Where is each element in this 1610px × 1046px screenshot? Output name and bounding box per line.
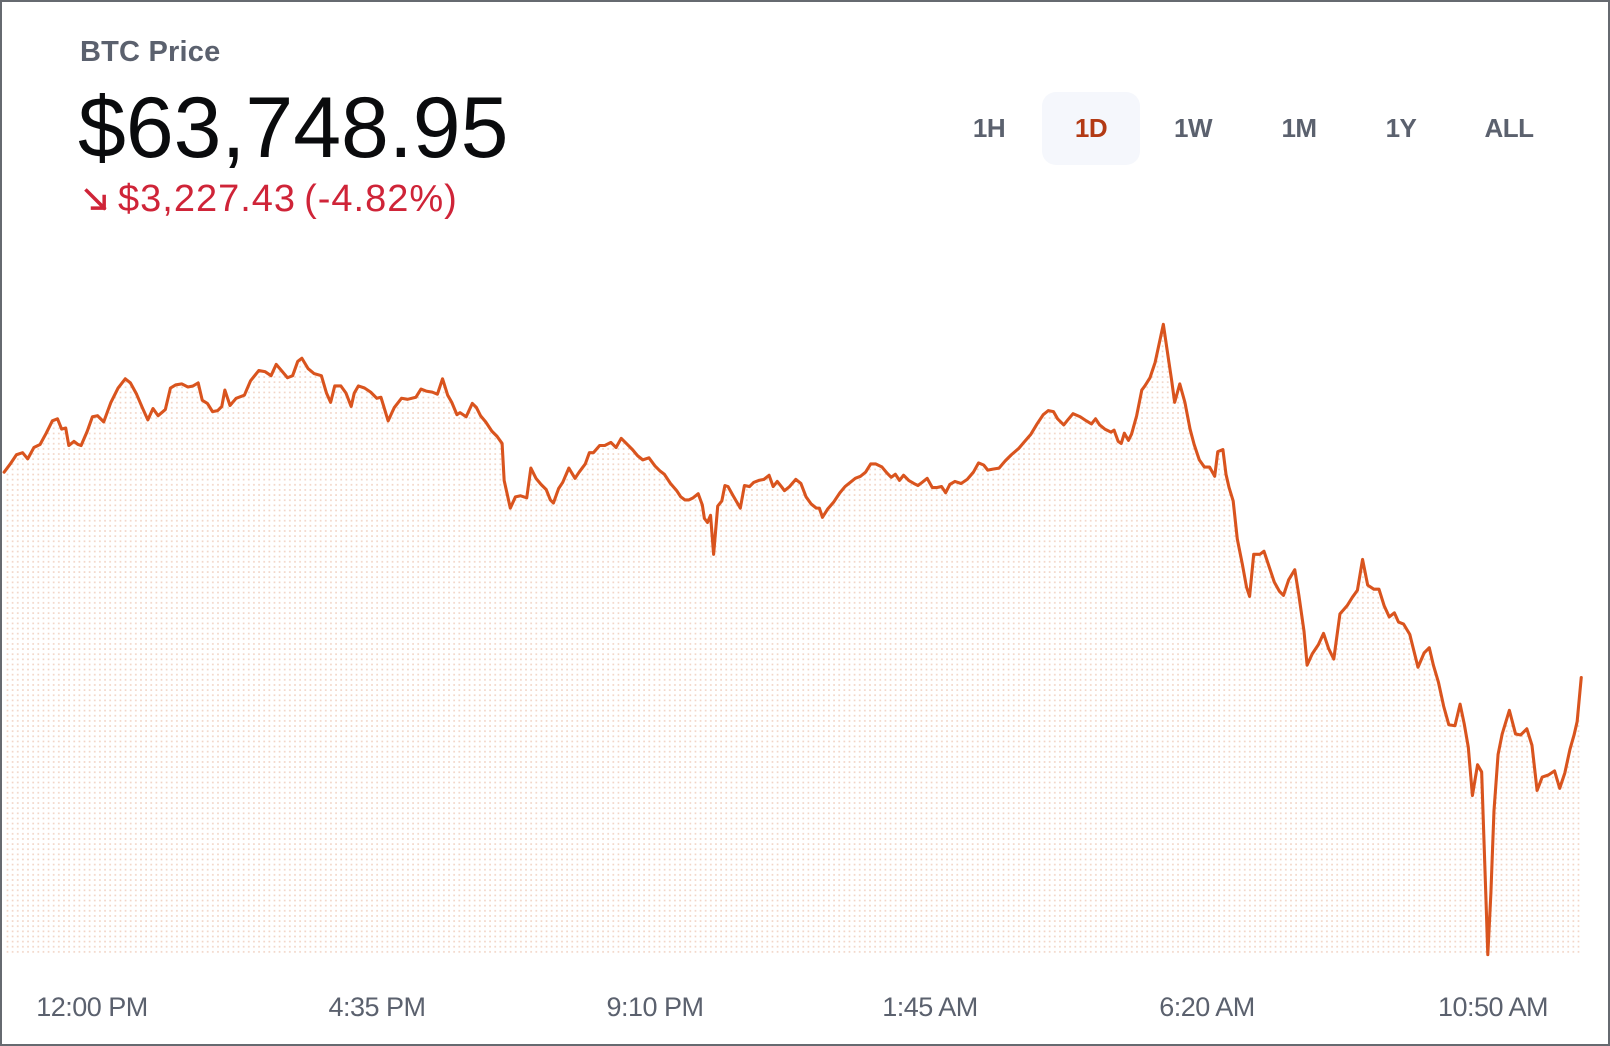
x-tick-label: 10:50 AM bbox=[1437, 992, 1549, 1022]
current-price: $63,748.95 bbox=[78, 80, 509, 176]
tab-all[interactable]: ALL bbox=[1484, 113, 1534, 143]
x-axis: 12:00 PM 4:35 PM 9:10 PM 1:45 AM 6:20 AM… bbox=[0, 992, 1610, 1032]
tab-1m[interactable]: 1M bbox=[1281, 113, 1317, 143]
x-tick-label: 12:00 PM bbox=[36, 992, 148, 1022]
tab-1w[interactable]: 1W bbox=[1174, 113, 1213, 143]
x-tick-label: 1:45 AM bbox=[882, 992, 978, 1022]
tab-1y[interactable]: 1Y bbox=[1385, 113, 1417, 143]
price-change: $3,227.43 (-4.82%) bbox=[82, 178, 458, 221]
price-line bbox=[2, 322, 1583, 957]
arrow-down-right-icon bbox=[84, 187, 107, 211]
tab-1h[interactable]: 1H bbox=[972, 113, 1006, 143]
change-amount: $3,227.43 bbox=[118, 178, 297, 220]
tab-1d[interactable]: 1D bbox=[1042, 92, 1140, 165]
x-tick-label: 4:35 PM bbox=[328, 992, 426, 1022]
asset-title: BTC Price bbox=[80, 36, 221, 68]
x-tick-label: 6:20 AM bbox=[1159, 992, 1255, 1022]
change-percent: (-4.82%) bbox=[304, 178, 458, 220]
x-tick-label: 9:10 PM bbox=[606, 992, 704, 1022]
